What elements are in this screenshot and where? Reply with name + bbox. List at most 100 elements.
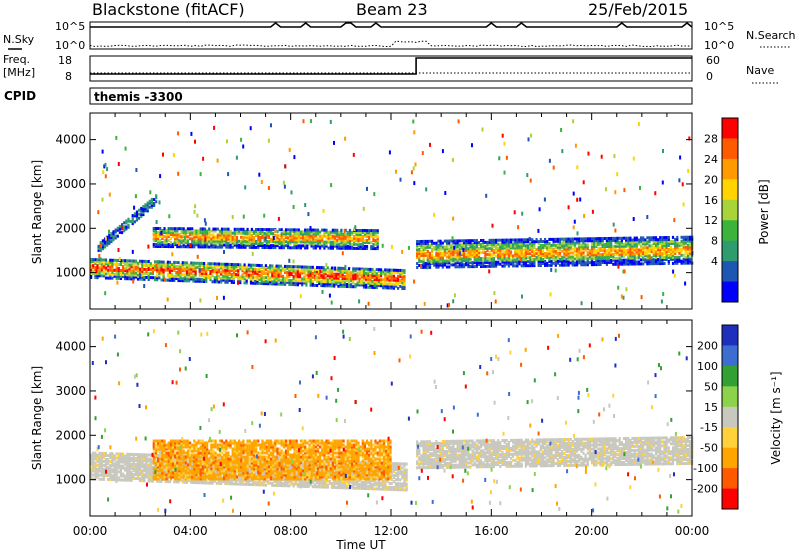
echo-cell <box>141 475 144 479</box>
echo-cell <box>431 249 434 253</box>
echo-cell <box>90 467 93 471</box>
echo-cell <box>125 227 128 231</box>
echo-cell <box>465 263 468 267</box>
echo-cell <box>565 259 568 263</box>
echo-cell <box>117 454 120 458</box>
echo-cell <box>388 284 391 288</box>
echo-cell <box>197 245 200 249</box>
echo-cell <box>119 456 122 460</box>
echo-cell <box>467 257 470 261</box>
echo-cell <box>490 252 493 256</box>
echo-cell <box>218 243 221 247</box>
echo-cell <box>111 470 114 474</box>
echo-cell <box>146 203 149 207</box>
echo-cell <box>155 200 158 204</box>
echo-cell <box>318 274 321 278</box>
echo-cell <box>318 272 321 276</box>
echo-cell <box>147 471 150 475</box>
echo-cell <box>195 241 198 245</box>
echo-cell <box>537 248 540 252</box>
echo-cell <box>311 265 314 269</box>
echo-cell <box>343 269 346 272</box>
echo-cell <box>340 234 343 238</box>
echo-cell <box>185 277 189 281</box>
echo-cell <box>144 207 147 211</box>
echo-cell <box>340 228 343 232</box>
echo-cell <box>625 252 628 256</box>
scatter-echo <box>227 172 230 177</box>
echo-cell <box>503 250 506 254</box>
echo-cell <box>554 259 557 263</box>
echo-cell <box>132 463 135 466</box>
echo-cell <box>310 244 313 248</box>
echo-cell <box>565 257 568 261</box>
echo-cell <box>100 260 103 264</box>
echo-cell <box>154 457 157 461</box>
echo-cell <box>139 461 142 465</box>
echo-cell <box>94 268 97 272</box>
scatter-echo <box>226 139 228 144</box>
scatter-echo <box>304 203 307 207</box>
echo-cell <box>117 470 120 474</box>
echo-cell <box>188 275 191 279</box>
echo-cell <box>539 254 542 257</box>
echo-cell <box>337 268 340 272</box>
echo-cell <box>211 270 214 274</box>
echo-cell <box>667 261 670 265</box>
echo-cell <box>92 270 95 274</box>
echo-cell <box>657 238 660 242</box>
echo-cell <box>132 453 135 456</box>
echo-cell <box>139 459 142 463</box>
echo-cell <box>117 452 120 456</box>
echo-cell <box>595 257 598 261</box>
echo-cell <box>354 273 357 277</box>
echo-cell <box>102 477 105 481</box>
echo-cell <box>237 271 240 275</box>
echo-cell <box>576 261 579 265</box>
echo-cell <box>96 453 99 457</box>
echo-cell <box>490 248 493 252</box>
echo-cell <box>689 247 692 251</box>
echo-cell <box>328 270 331 274</box>
echo-cell <box>422 251 425 255</box>
echo-cell <box>102 467 105 471</box>
echo-cell <box>674 249 677 253</box>
echo-cell <box>239 478 242 482</box>
echo-cell <box>128 468 131 472</box>
echo-cell <box>143 259 146 263</box>
echo-cell <box>284 236 288 240</box>
echo-cell <box>676 249 679 253</box>
echo-cell <box>281 276 285 280</box>
echo-cell <box>215 268 218 272</box>
echo-cell <box>372 235 375 239</box>
echo-cell <box>138 208 141 212</box>
echo-cell <box>99 247 102 251</box>
echo-cell <box>661 262 664 265</box>
echo-cell <box>640 244 643 248</box>
nsky-label: N.Sky <box>3 33 35 46</box>
echo-cell <box>339 282 342 286</box>
echo-cell <box>663 242 666 246</box>
echo-cell <box>284 232 288 236</box>
echo-cell <box>115 470 118 474</box>
echo-cell <box>635 242 638 246</box>
echo-cell <box>550 243 553 247</box>
echo-cell <box>509 242 513 246</box>
echo-cell <box>109 474 112 478</box>
echo-cell <box>516 240 519 244</box>
echo-cell <box>147 477 150 481</box>
echo-cell <box>503 264 506 268</box>
scatter-echo <box>267 186 270 190</box>
echo-cell <box>507 240 510 244</box>
echo-cell <box>94 276 97 280</box>
echo-cell <box>486 252 489 256</box>
echo-cell <box>684 259 687 263</box>
echo-cell <box>135 216 139 220</box>
echo-cell <box>512 258 515 262</box>
echo-cell <box>165 239 168 243</box>
echo-cell <box>222 480 225 484</box>
echo-cell <box>633 242 636 246</box>
echo-cell <box>431 255 434 259</box>
echo-cell <box>586 239 589 243</box>
scatter-echo <box>681 182 684 187</box>
